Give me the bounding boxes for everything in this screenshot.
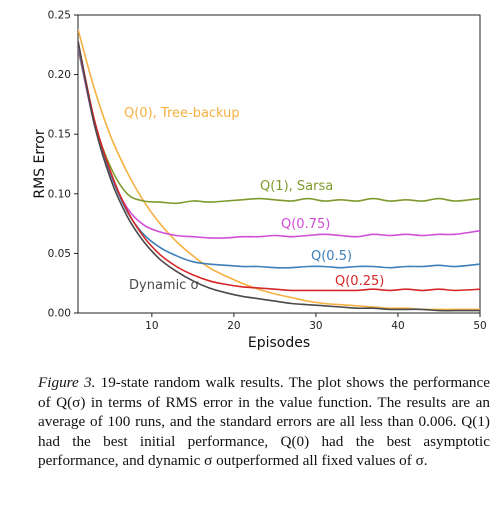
rms-error-line-chart: 0.00 0.05 0.10 0.15 0.20 0.25 10 20 30 40 50 Episod…	[32, 10, 487, 352]
y-tick-label: 0.25	[48, 10, 71, 22]
series-label: Q(0.25)	[335, 274, 384, 289]
series-label: Q(0), Tree-backup	[124, 106, 240, 121]
x-tick-label: 20	[227, 320, 240, 332]
series-line-dynamic	[78, 41, 480, 312]
y-tick-label: 0.15	[48, 129, 71, 141]
series-line-q-1-sarsa	[78, 48, 480, 205]
y-tick-label: 0.00	[48, 308, 71, 320]
x-axis-label: Episodes	[248, 335, 310, 351]
y-tick-label: 0.10	[48, 188, 71, 200]
x-tick-label: 10	[145, 320, 158, 332]
figure-caption: Figure 3. 19-state random walk results. …	[38, 373, 490, 471]
y-tick-label: 0.20	[48, 69, 71, 81]
series-label: Q(0.5)	[311, 249, 352, 264]
series-line-q-0-25	[78, 41, 480, 292]
series-label: Q(1), Sarsa	[260, 179, 333, 194]
y-tick-label: 0.05	[48, 248, 71, 260]
plot-frame	[77, 14, 481, 314]
y-axis-label: RMS Error	[32, 129, 48, 199]
x-tick-label: 50	[473, 320, 486, 332]
caption-text: 19-state random walk results. The plot s…	[38, 374, 491, 470]
x-tick-label: 30	[309, 320, 322, 332]
series-line-q-0-5	[78, 43, 480, 269]
series-label: Q(0.75)	[281, 217, 330, 232]
series-line-q-0-75	[78, 45, 480, 239]
figure-label: Figure 3.	[38, 374, 96, 391]
series-label: Dynamic σ	[129, 278, 199, 293]
x-tick-label: 40	[391, 320, 404, 332]
